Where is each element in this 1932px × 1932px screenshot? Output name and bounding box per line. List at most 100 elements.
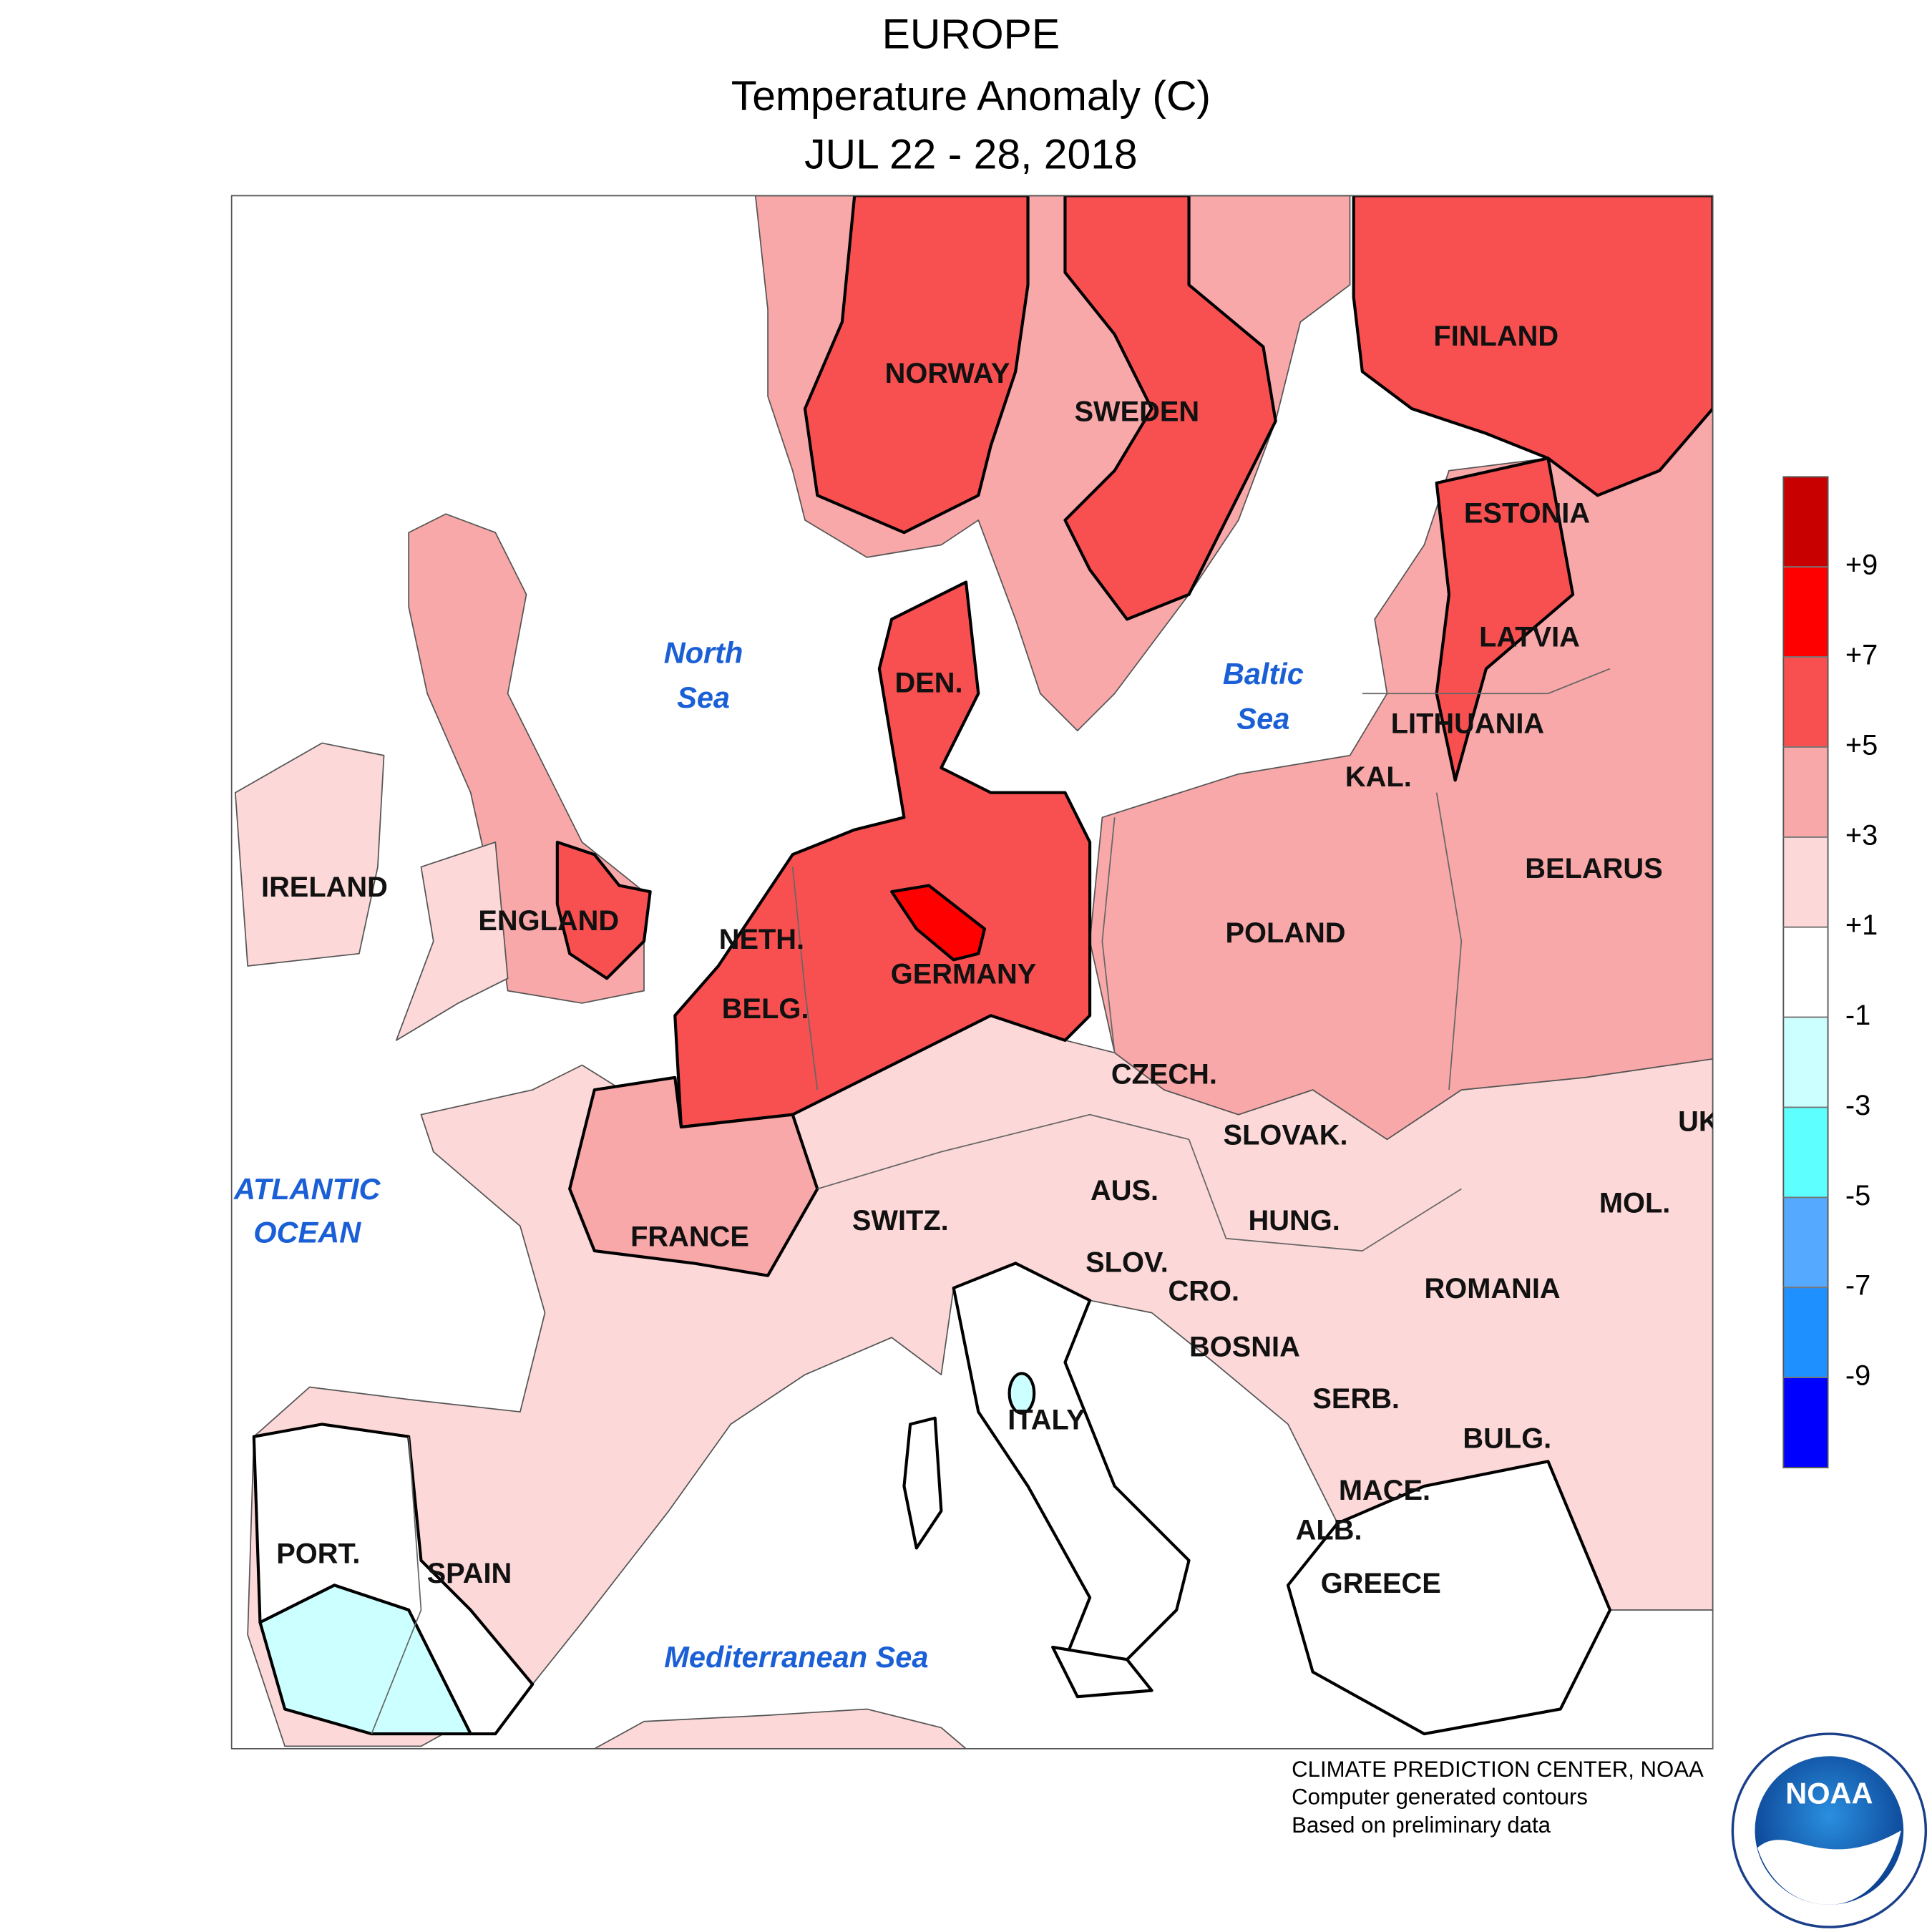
country-label: BOSNIA — [1189, 1331, 1300, 1362]
noaa-logo: NOAA — [1731, 1732, 1928, 1928]
credit: CLIMATE PREDICTION CENTER, NOAA — [1292, 1757, 1704, 1782]
border — [1188, 1139, 1462, 1252]
border — [1101, 817, 1116, 1053]
anomaly-region — [1051, 1645, 1153, 1699]
subtitle: Temperature Anomaly (C) — [731, 73, 1211, 119]
credit: Based on preliminary data — [1292, 1813, 1551, 1838]
country-label: BELG. — [722, 993, 809, 1025]
anomaly-region — [1435, 457, 1575, 782]
country-label: BELARUS — [1525, 853, 1662, 884]
country-label: LITHUANIA — [1391, 708, 1544, 740]
anomaly-region — [890, 884, 987, 962]
legend-swatch — [1782, 1106, 1829, 1199]
legend-swatch — [1782, 1016, 1829, 1108]
country-label: SWITZ. — [852, 1205, 949, 1236]
anomaly-region — [395, 841, 509, 1041]
sea-label: Sea — [677, 680, 730, 714]
legend-swatch — [1782, 836, 1829, 928]
anomaly-region — [555, 840, 652, 980]
map — [231, 195, 1713, 1749]
country-label: SLOVAK. — [1224, 1119, 1348, 1151]
border — [371, 1436, 422, 1735]
logo-wave — [1757, 1830, 1901, 1905]
country-label: KAL. — [1345, 761, 1412, 793]
country-label: ESTONIA — [1464, 498, 1590, 530]
legend-tick-label: -1 — [1845, 1000, 1870, 1031]
country-label: ENGLAND — [478, 905, 619, 937]
country-label: ALB. — [1296, 1514, 1362, 1546]
legend-frame — [1782, 476, 1829, 1468]
legend-tick-label: -9 — [1845, 1360, 1870, 1392]
sea-label: Baltic — [1223, 657, 1304, 691]
country-label: ITALY — [1008, 1404, 1085, 1435]
country-label: IRELAND — [261, 872, 388, 903]
anomaly-region — [902, 1416, 943, 1550]
title: EUROPE — [882, 11, 1060, 57]
country-label: DEN. — [895, 668, 963, 699]
country-label: NORWAY — [885, 358, 1010, 389]
legend-tick-label: +3 — [1845, 819, 1878, 851]
sea-label: Mediterranean Sea — [664, 1640, 928, 1674]
anomaly-region — [234, 742, 385, 967]
country-label: AUS. — [1091, 1175, 1158, 1206]
sea-label: North — [664, 636, 743, 670]
date-range: JUL 22 - 28, 2018 — [804, 131, 1137, 177]
country-label: SWEDEN — [1075, 396, 1200, 428]
country-label: SLOV. — [1085, 1247, 1169, 1279]
legend-tick-label: +9 — [1845, 550, 1878, 581]
anomaly-region — [1286, 1460, 1612, 1736]
credit: Computer generated contours — [1292, 1784, 1588, 1809]
legend-swatch — [1782, 656, 1829, 748]
anomaly-region — [952, 1262, 1191, 1674]
country-label: HUNG. — [1249, 1205, 1340, 1236]
map-frame — [230, 195, 1714, 1750]
anomaly-region — [803, 195, 1030, 535]
country-label: GREECE — [1321, 1568, 1441, 1599]
country-label: FRANCE — [630, 1221, 749, 1252]
country-label: NETH. — [719, 924, 804, 955]
country-label: SPAIN — [427, 1558, 512, 1589]
legend-swatch — [1782, 926, 1829, 1018]
legend-tick-label: +1 — [1845, 909, 1878, 941]
legend-swatch — [1782, 1377, 1829, 1468]
country-label: FINLAND — [1433, 321, 1558, 352]
legend-swatch — [1782, 1196, 1829, 1289]
legend-swatch — [1782, 1287, 1829, 1378]
legend-tick-label: +7 — [1845, 640, 1878, 671]
anomaly-region — [593, 1708, 967, 1749]
anomaly-region — [1063, 195, 1277, 621]
border — [1435, 792, 1463, 1091]
legend-tick-label: -3 — [1845, 1090, 1870, 1121]
country-label: GERMANY — [891, 958, 1036, 990]
border — [1362, 668, 1611, 695]
logo-text: NOAA — [1785, 1777, 1873, 1810]
legend-swatch — [1782, 566, 1829, 658]
legend-tick-label: +5 — [1845, 729, 1878, 761]
country-label: LATVIA — [1479, 622, 1580, 653]
country-label: CRO. — [1169, 1275, 1240, 1307]
sea-label: OCEAN — [253, 1216, 361, 1249]
map-labels: FINLAND NORWAY SWEDEN ESTONIA LATVIA DEN… — [233, 321, 1713, 1674]
legend-tick-label: -7 — [1845, 1270, 1870, 1302]
border — [817, 1113, 1189, 1190]
legend-swatch — [1782, 746, 1829, 838]
country-label: BULG. — [1463, 1423, 1551, 1454]
country-label: MOL. — [1599, 1188, 1670, 1219]
country-label: PORT. — [276, 1538, 360, 1569]
anomaly-region — [1008, 1372, 1036, 1415]
country-label: SERB. — [1312, 1383, 1400, 1415]
country-label: MACE. — [1339, 1475, 1430, 1506]
anomaly-region — [673, 580, 1092, 1129]
sea-label: Sea — [1236, 701, 1289, 735]
border — [791, 867, 819, 1091]
anomaly-region — [258, 1584, 472, 1736]
legend-swatch — [1782, 476, 1829, 568]
sea-label: ATLANTIC — [233, 1172, 381, 1206]
country-label: POLAND — [1226, 917, 1346, 949]
legend-tick-label: -5 — [1845, 1180, 1870, 1211]
anomaly-region — [568, 1075, 819, 1277]
legend: +9 +7 +5 +3 +1 -1 -3 -5 -7 -9 — [1782, 476, 1878, 1468]
country-label: CZECH. — [1111, 1059, 1217, 1091]
